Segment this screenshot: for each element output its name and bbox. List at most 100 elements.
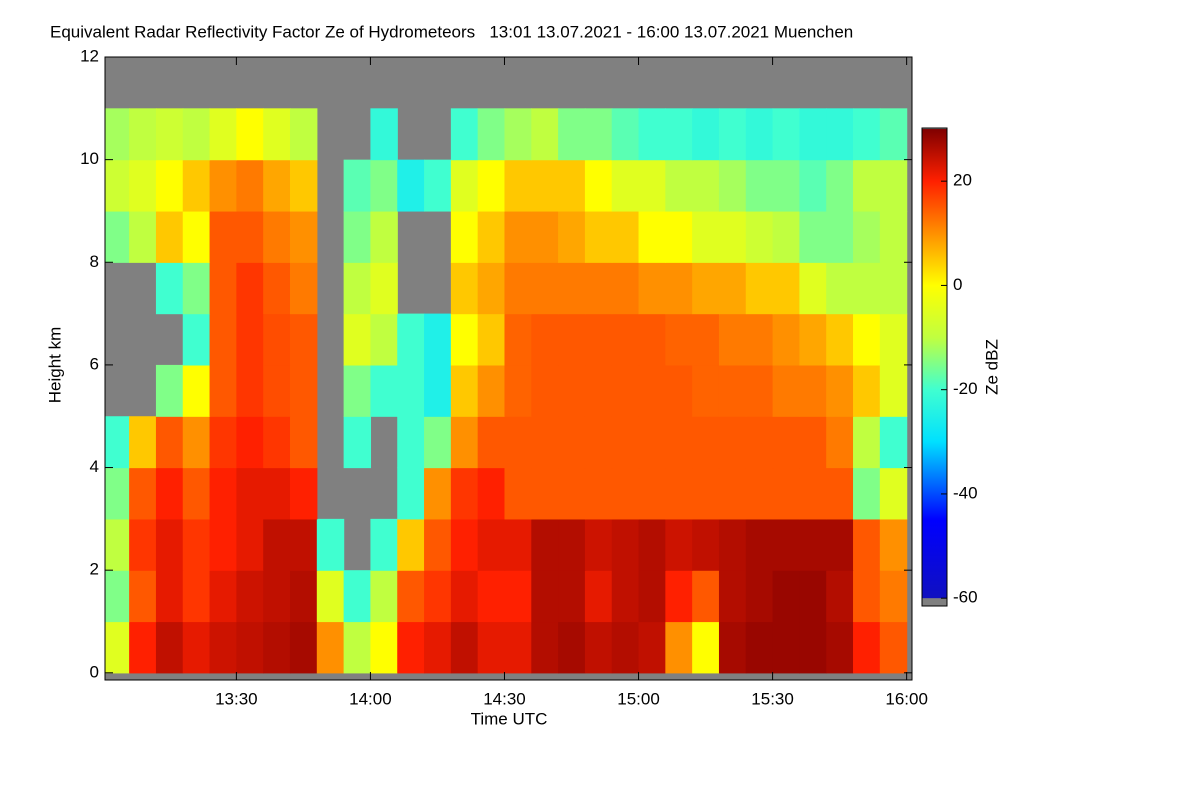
heatmap-cell bbox=[692, 159, 720, 212]
heatmap-cell bbox=[263, 416, 291, 469]
heatmap-cell bbox=[799, 467, 827, 520]
heatmap-cell bbox=[826, 159, 854, 212]
heatmap-cell bbox=[343, 313, 372, 366]
heatmap-cell bbox=[853, 518, 881, 571]
heatmap-cell bbox=[263, 262, 291, 315]
heatmap-cell bbox=[397, 159, 425, 212]
heatmap-cell bbox=[745, 416, 774, 469]
heatmap-cell bbox=[450, 570, 479, 623]
heatmap-cell bbox=[772, 416, 800, 469]
heatmap-cell bbox=[531, 262, 559, 315]
heatmap-cell bbox=[718, 108, 747, 161]
heatmap-cell bbox=[853, 262, 881, 315]
x-tick-label: 14:00 bbox=[349, 689, 392, 708]
heatmap-cell bbox=[263, 364, 291, 417]
heatmap-cell bbox=[370, 570, 398, 623]
heatmap-cell bbox=[665, 467, 693, 520]
heatmap-cell bbox=[370, 159, 398, 212]
colorbar-tick-label: -20 bbox=[953, 379, 978, 398]
y-tick-label: 4 bbox=[90, 457, 99, 476]
x-tick-label: 15:00 bbox=[617, 689, 660, 708]
y-tick-label: 8 bbox=[90, 252, 99, 271]
heatmap-cell bbox=[182, 262, 211, 315]
x-axis-label: Time UTC bbox=[471, 709, 548, 728]
heatmap-cell bbox=[879, 159, 908, 212]
heatmap-cell bbox=[477, 313, 506, 366]
heatmap-cell bbox=[155, 467, 184, 520]
heatmap-cell bbox=[129, 108, 157, 161]
heatmap-cell bbox=[504, 570, 532, 623]
heatmap-cell bbox=[879, 108, 908, 161]
heatmap-cell bbox=[236, 467, 264, 520]
heatmap-cell bbox=[638, 416, 666, 469]
heatmap-cell bbox=[105, 621, 130, 674]
heatmap-cell bbox=[799, 313, 827, 366]
heatmap-cell bbox=[584, 621, 613, 674]
heatmap-cell bbox=[584, 210, 613, 263]
heatmap-cell bbox=[745, 159, 774, 212]
heatmap-cell bbox=[370, 262, 398, 315]
heatmap-cell bbox=[558, 518, 586, 571]
heatmap-cell bbox=[692, 313, 720, 366]
heatmap-cell bbox=[799, 570, 827, 623]
heatmap-cell bbox=[343, 159, 372, 212]
heatmap-cell bbox=[504, 621, 532, 674]
heatmap-cell bbox=[289, 416, 318, 469]
heatmap-cell bbox=[209, 159, 237, 212]
heatmap-cell bbox=[105, 467, 130, 520]
heatmap-cell bbox=[879, 364, 908, 417]
heatmap-cell bbox=[692, 210, 720, 263]
heatmap-cell bbox=[182, 108, 211, 161]
heatmap-cell bbox=[584, 467, 613, 520]
heatmap-cell bbox=[638, 518, 666, 571]
heatmap-cell bbox=[504, 210, 532, 263]
heatmap-cell bbox=[826, 416, 854, 469]
heatmap-cell bbox=[182, 416, 211, 469]
heatmap-cell bbox=[665, 262, 693, 315]
heatmap-cell bbox=[477, 570, 506, 623]
heatmap-cell bbox=[450, 108, 479, 161]
heatmap-cell bbox=[155, 570, 184, 623]
heatmap-cell bbox=[826, 621, 854, 674]
colorbar-tick-label: 20 bbox=[953, 171, 972, 190]
heatmap-cell bbox=[879, 313, 908, 366]
heatmap-cell bbox=[343, 262, 372, 315]
heatmap-cell bbox=[611, 210, 640, 263]
heatmap-cell bbox=[638, 159, 666, 212]
heatmap-cell bbox=[236, 416, 264, 469]
heatmap-cell bbox=[638, 108, 666, 161]
colorbar-tick-label: 0 bbox=[953, 275, 962, 294]
heatmap-cell bbox=[772, 313, 800, 366]
heatmap-cell bbox=[236, 210, 264, 263]
heatmap-cell bbox=[638, 364, 666, 417]
heatmap-cell bbox=[155, 210, 184, 263]
heatmap-cell bbox=[105, 108, 130, 161]
heatmap-cell bbox=[105, 210, 130, 263]
heatmap-cell bbox=[370, 210, 398, 263]
heatmap-cell bbox=[129, 416, 157, 469]
heatmap-cell bbox=[504, 518, 532, 571]
heatmap-cell bbox=[611, 159, 640, 212]
heatmap-cell bbox=[155, 621, 184, 674]
heatmap-cell bbox=[504, 108, 532, 161]
heatmap-cell bbox=[611, 621, 640, 674]
heatmap-cell bbox=[638, 621, 666, 674]
heatmap-cell bbox=[450, 621, 479, 674]
heatmap-cell bbox=[504, 467, 532, 520]
heatmap-cell bbox=[558, 313, 586, 366]
heatmap-cell bbox=[263, 313, 291, 366]
heatmap-cell bbox=[799, 518, 827, 571]
y-axis-label: Height km bbox=[45, 327, 64, 404]
heatmap-cell bbox=[745, 313, 774, 366]
heatmap-cell bbox=[424, 313, 452, 366]
heatmap-cell bbox=[236, 108, 264, 161]
heatmap-cell bbox=[853, 621, 881, 674]
heatmap-cell bbox=[558, 364, 586, 417]
heatmap-cell bbox=[477, 621, 506, 674]
heatmap-cell bbox=[772, 467, 800, 520]
heatmap-cell bbox=[772, 518, 800, 571]
heatmap-cell bbox=[638, 210, 666, 263]
heatmap-cell bbox=[584, 570, 613, 623]
heatmap-cell bbox=[826, 364, 854, 417]
heatmap-cell bbox=[531, 159, 559, 212]
